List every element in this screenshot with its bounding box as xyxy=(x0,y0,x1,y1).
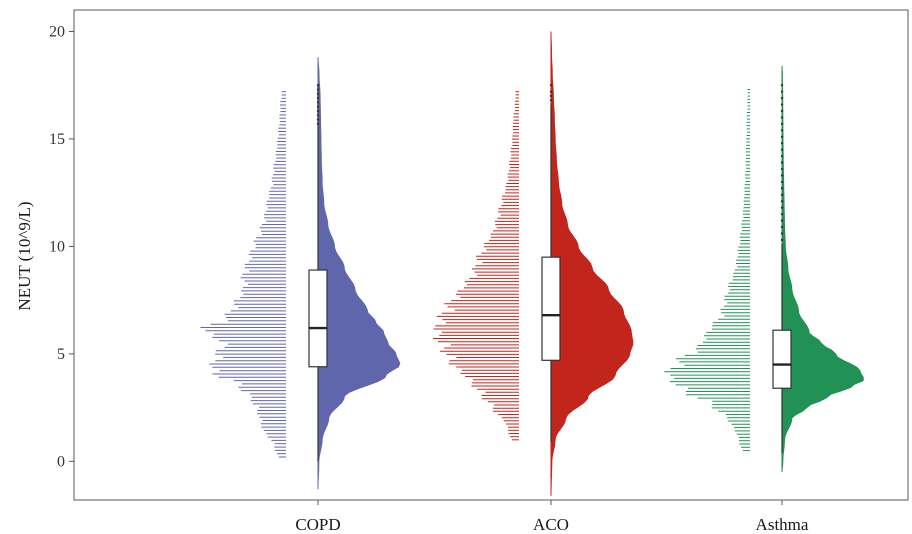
outlier-point xyxy=(780,142,784,145)
strip-lines-copd xyxy=(200,91,286,458)
outlier-point xyxy=(780,90,784,93)
outlier-point xyxy=(316,109,320,113)
box-aco xyxy=(541,256,561,361)
outlier-point xyxy=(316,114,320,117)
outlier-point xyxy=(316,122,320,126)
strip-lines-aco xyxy=(433,91,519,441)
outlier-point xyxy=(780,116,784,119)
outlier-point xyxy=(780,200,784,203)
outlier-point xyxy=(549,99,553,102)
outlier-point xyxy=(549,94,553,98)
outlier-point xyxy=(316,105,320,108)
outlier-point xyxy=(780,232,784,235)
x-tick-label: COPD xyxy=(295,515,340,534)
outlier-point xyxy=(780,154,784,158)
outlier-point xyxy=(780,180,784,184)
strip-lines-asthma xyxy=(664,89,750,452)
outlier-point xyxy=(780,174,784,177)
outlier-point xyxy=(316,92,320,96)
violin-density-aco xyxy=(550,31,634,496)
outlier-point xyxy=(780,167,784,171)
violin-group-aco xyxy=(433,31,634,496)
violin-group-asthma xyxy=(664,65,864,473)
outlier-point xyxy=(549,84,553,87)
box-asthma xyxy=(772,329,792,389)
y-tick-label: 20 xyxy=(49,23,65,40)
y-axis: 0 5 10 15 20 xyxy=(49,23,74,470)
outlier-point xyxy=(316,101,320,104)
outlier-point xyxy=(780,161,784,164)
outlier-point xyxy=(780,187,784,190)
outlier-point xyxy=(780,148,784,151)
outlier-point xyxy=(549,90,553,93)
violin-density-copd xyxy=(317,57,401,490)
violin-group-copd xyxy=(200,57,401,490)
y-tick-label: 5 xyxy=(57,346,65,363)
x-tick-label: ACO xyxy=(533,515,569,534)
outlier-point xyxy=(316,84,320,87)
outlier-point xyxy=(780,225,784,229)
outlier-point xyxy=(780,219,784,222)
outlier-point xyxy=(780,212,784,216)
outlier-point xyxy=(780,129,784,132)
outlier-point xyxy=(316,88,320,91)
outlier-point xyxy=(316,118,320,121)
outlier-point xyxy=(780,84,784,87)
y-tick-label: 10 xyxy=(49,238,65,255)
y-tick-label: 15 xyxy=(49,131,65,148)
violin-marks xyxy=(200,31,864,496)
outlier-point xyxy=(780,109,784,113)
plot-panel xyxy=(73,9,909,501)
outlier-point xyxy=(780,206,784,209)
outlier-point xyxy=(780,122,784,126)
outlier-point xyxy=(316,96,320,100)
outlier-point xyxy=(780,103,784,106)
outlier-point xyxy=(780,96,784,100)
outlier-point xyxy=(780,135,784,138)
y-tick-label: 0 xyxy=(57,453,65,470)
outlier-point xyxy=(780,193,784,197)
x-tick-label: Asthma xyxy=(756,515,809,534)
y-axis-title: NEUT (10^9/L) xyxy=(15,201,34,310)
outlier-point xyxy=(780,238,784,242)
x-axis: COPD ACO Asthma xyxy=(295,500,809,534)
box-copd xyxy=(308,269,328,368)
